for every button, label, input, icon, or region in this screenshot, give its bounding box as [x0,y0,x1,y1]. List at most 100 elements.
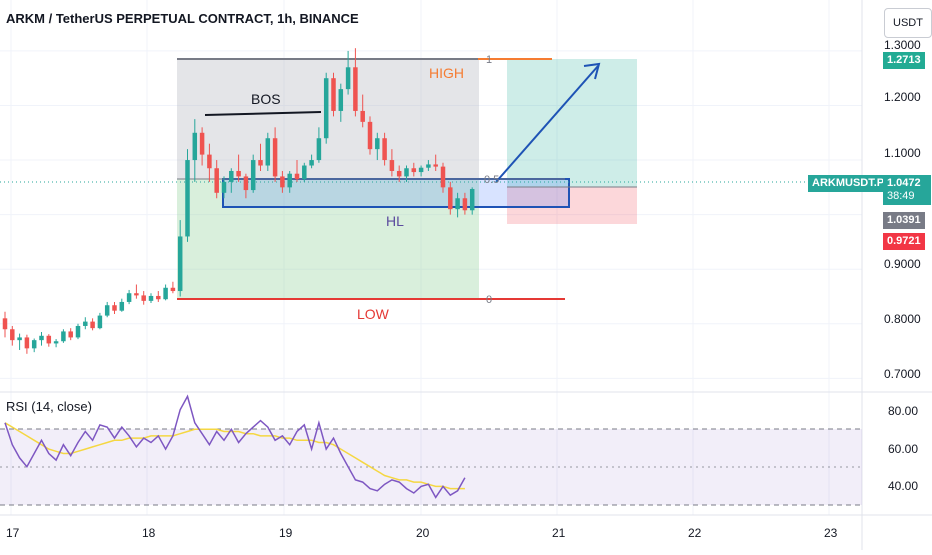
candle-body-63 [462,198,468,211]
time-tick-21: 21 [552,526,566,540]
rsi-tick-80: 80.00 [888,404,918,418]
candle-body-31 [229,170,234,182]
candle-body-3 [24,337,30,349]
candle-body-53 [389,160,395,171]
candle-body-25 [185,160,190,237]
candle-body-28 [207,154,212,169]
candle-body-16 [119,301,125,311]
candle-body-44 [323,78,329,139]
candle-body-10 [75,325,81,338]
time-tick-22: 22 [688,526,702,540]
candle-body-17 [126,293,132,302]
price-tick-1300: 1.3000 [884,38,921,52]
price-tick-0800: 0.8000 [884,312,921,326]
fib-0-label: 0 [486,294,492,306]
stop-zone [507,187,637,224]
candle-body-34 [250,160,256,191]
projection-arrowhead [583,62,601,80]
candle-body-33 [243,176,249,191]
price-tick-0900: 0.9000 [884,257,921,271]
candle-body-1 [10,329,15,341]
candle-body-47 [345,67,351,90]
candle-body-54 [396,170,402,177]
high-label: HIGH [429,65,464,81]
time-tick-19: 19 [279,526,293,540]
target-zone [507,59,637,187]
candle-body-62 [455,198,460,210]
symbol-tag: ARKMUSDT.P [808,175,889,192]
rsi-ma-line [4,422,465,490]
candle-body-6 [46,335,52,344]
rsi-line [4,394,466,499]
candle-body-64 [469,188,475,211]
low-label: LOW [357,306,390,322]
candle-body-12 [90,321,95,329]
rsi-band [0,429,862,505]
candle-body-19 [141,295,146,301]
candle-body-30 [221,181,227,193]
candle-body-46 [338,89,344,111]
candle-body-43 [316,138,322,161]
candle-body-60 [440,166,446,188]
last-price-value: 1.0472 [887,177,921,189]
candle-body-49 [360,110,365,122]
candle-body-21 [156,295,161,300]
candle-body-8 [61,331,66,342]
projection-arrow [495,65,599,183]
rsi-tick-40: 40.00 [888,479,918,493]
candle-body-56 [411,168,417,173]
candle-body-36 [265,138,271,166]
currency-button[interactable]: USDT [884,8,932,38]
candle-body-2 [17,337,22,341]
bos-label: BOS [251,91,281,107]
rsi-tick-60: 60.00 [888,442,918,456]
range-zone-lower [177,179,479,299]
candle-body-41 [302,165,307,180]
hl-demand-box [222,178,570,208]
candle-body-7 [53,341,59,344]
candle-body-45 [331,78,336,111]
candle-body-26 [192,132,198,161]
candle-body-29 [214,168,219,193]
candle-body-15 [112,305,117,311]
candle-body-5 [39,335,44,341]
candle-body-35 [258,160,263,166]
entry-price-tag: 1.0391 [883,212,925,229]
time-tick-17: 17 [6,526,20,540]
candle-body-59 [433,164,438,167]
price-tick-0700: 0.7000 [884,367,921,381]
candle-body-18 [134,293,139,296]
fib-1-label: 1 [486,54,492,66]
rsi-label[interactable]: RSI (14, close) [6,399,92,414]
bos-line [204,111,322,116]
time-tick-20: 20 [416,526,430,540]
candle-body-23 [170,287,176,292]
candle-body-38 [280,176,285,188]
candle-body-57 [418,167,424,173]
candle-body-40 [294,173,300,180]
countdown-value: 38:49 [887,190,915,202]
candle-body-48 [353,67,358,111]
candle-body-14 [104,305,110,316]
candle-body-20 [148,295,154,301]
hl-label: HL [386,213,404,229]
fib-05-label: 0.5 [484,174,499,186]
target-price-tag: 1.2713 [883,52,925,69]
candle-body-37 [272,138,278,177]
last-price-tag: 1.0472 38:49 [883,175,931,205]
candle-body-42 [309,160,314,166]
candle-body-13 [97,315,103,329]
price-grid [0,0,862,515]
time-tick-23: 23 [824,526,838,540]
candle-body-58 [426,164,431,168]
time-tick-18: 18 [142,526,156,540]
candles [2,48,475,354]
stop-price-tag: 0.9721 [883,233,925,250]
candle-body-27 [199,132,205,155]
price-tick-1200: 1.2000 [884,90,921,104]
candle-body-50 [367,121,373,150]
chart-title: ARKM / TetherUS PERPETUAL CONTRACT, 1h, … [6,11,359,26]
candle-body-32 [236,170,241,177]
